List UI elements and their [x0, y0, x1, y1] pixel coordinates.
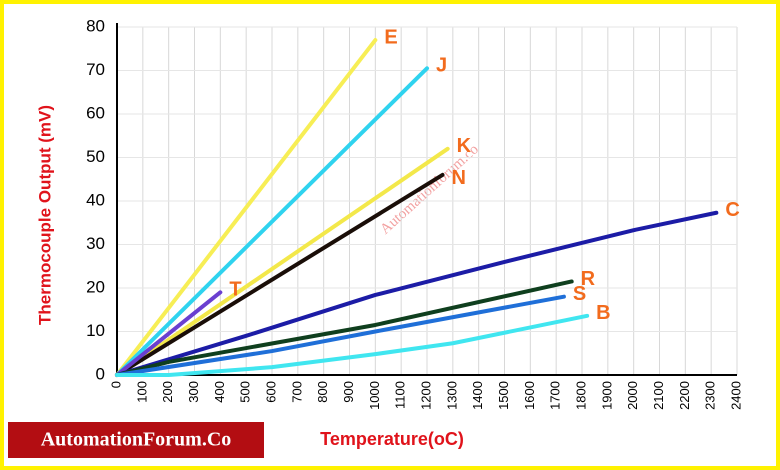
x-tick-label: 1900	[599, 381, 614, 410]
x-axis-label: Temperature(oC)	[320, 429, 464, 449]
x-tick-label: 500	[238, 381, 253, 403]
x-tick-label: 700	[289, 381, 304, 403]
series-label: J	[436, 55, 447, 77]
x-tick-label: 1800	[573, 381, 588, 410]
series-label: K	[457, 135, 472, 157]
series-line	[115, 146, 450, 377]
x-tick-label: 100	[134, 381, 149, 403]
x-tick-label: 900	[341, 381, 356, 403]
credit-badge	[8, 422, 264, 458]
y-tick-label: 80	[86, 16, 105, 35]
x-tick-label: 1400	[470, 381, 485, 410]
series-line	[115, 294, 566, 377]
series-line	[115, 38, 378, 377]
x-tick-label: 1200	[418, 381, 433, 410]
x-tick-label: 2400	[728, 381, 743, 410]
series-line	[115, 313, 590, 377]
credit-text: AutomationForum.Co	[41, 429, 232, 451]
x-tick-label: 2100	[651, 381, 666, 410]
y-axis-label: Thermocouple Output (mV)	[35, 105, 54, 325]
x-tick-label: 800	[315, 381, 330, 403]
series-label: N	[452, 167, 466, 189]
series-line	[115, 279, 574, 377]
series-label: R	[581, 268, 596, 290]
series-label: C	[725, 199, 739, 221]
x-tick-label: 600	[263, 381, 278, 403]
y-tick-label: 60	[86, 103, 105, 122]
x-tick-label: 2000	[625, 381, 640, 410]
y-tick-label: 30	[86, 234, 105, 253]
x-tick-label: 200	[160, 381, 175, 403]
x-tick-label: 1700	[548, 381, 563, 410]
x-tick-label: 1000	[367, 381, 382, 410]
y-tick-label: 50	[86, 147, 105, 166]
series-label: T	[229, 279, 241, 301]
x-tick-label: 2200	[677, 381, 692, 410]
x-tick-label: 1300	[444, 381, 459, 410]
x-tick-label: 1100	[393, 381, 408, 409]
x-tick-label: 2300	[703, 381, 718, 410]
y-tick-label: 0	[96, 364, 105, 383]
x-tick-label: 1600	[522, 381, 537, 410]
x-tick-label: 300	[186, 381, 201, 403]
series-line	[115, 66, 429, 377]
y-tick-label: 70	[86, 60, 105, 79]
y-tick-label: 20	[86, 277, 105, 296]
x-tick-label: 1500	[496, 381, 511, 410]
series-label: B	[596, 302, 610, 324]
series-label: E	[384, 26, 397, 48]
y-tick-label: 10	[86, 321, 105, 340]
y-tick-label: 40	[86, 190, 105, 209]
x-tick-label: 0	[108, 381, 123, 388]
series-line	[115, 210, 719, 377]
series-line	[115, 290, 223, 377]
series-label: S	[573, 283, 586, 305]
x-tick-label: 400	[212, 381, 227, 403]
series-line	[115, 172, 445, 377]
